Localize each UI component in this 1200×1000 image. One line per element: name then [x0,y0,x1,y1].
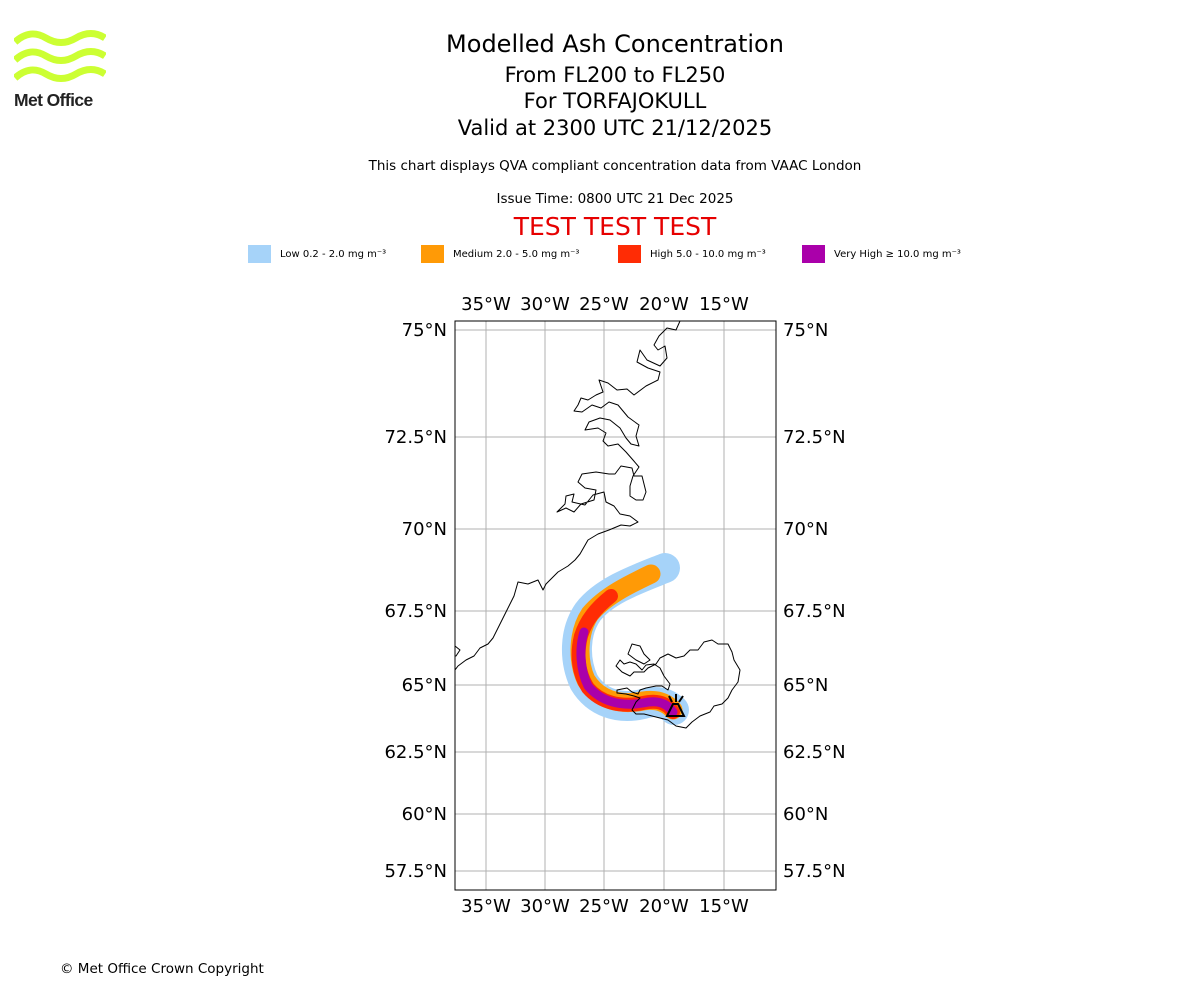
lon-labels-top: 35°W 30°W 25°W 20°W 15°W [461,294,749,315]
lat-labels-right: 75°N 72.5°N 70°N 67.5°N 65°N 62.5°N 60°N… [783,320,846,882]
copyright-footer: © Met Office Crown Copyright [60,961,264,977]
issue-time: Issue Time: 0800 UTC 21 Dec 2025 [496,191,734,207]
legend-label-low: Low 0.2 - 2.0 mg m⁻³ [280,248,387,260]
lon-label-25w-bottom: 25°W [579,896,629,917]
lat-label-57-5n-right: 57.5°N [783,861,846,882]
iceland-coast [615,639,741,729]
volcano-eruption-lines [668,694,684,703]
lon-label-30w-top: 30°W [520,294,570,315]
lat-label-65n-left: 65°N [402,675,447,696]
legend-label-medium: Medium 2.0 - 5.0 mg m⁻³ [453,248,580,260]
legend-swatch-high [618,245,641,263]
lon-label-35w-top: 35°W [461,294,511,315]
ash-plume-very-high [576,627,678,717]
legend-label-high: High 5.0 - 10.0 mg m⁻³ [650,248,766,260]
lat-label-72-5n-left: 72.5°N [384,427,447,448]
legend-item-very-high: Very High ≥ 10.0 mg m⁻³ [802,244,961,264]
ash-plume [561,553,689,725]
lat-label-72-5n-right: 72.5°N [783,427,846,448]
lat-label-65n-right: 65°N [783,675,828,696]
valid-time: Valid at 2300 UTC 21/12/2025 [457,116,773,140]
volcano-marker [665,694,686,717]
lon-label-20w-bottom: 20°W [639,896,689,917]
chart-title: Modelled Ash Concentration [446,30,784,58]
lat-label-67-5n-left: 67.5°N [384,601,447,622]
lon-label-15w-bottom: 15°W [699,896,749,917]
lon-label-15w-top: 15°W [699,294,749,315]
lat-label-57-5n-left: 57.5°N [384,861,447,882]
lon-label-25w-top: 25°W [579,294,629,315]
map-frame [454,320,777,891]
legend-item-high: High 5.0 - 10.0 mg m⁻³ [618,244,766,264]
lat-label-60n-right: 60°N [783,804,828,825]
lat-label-70n-left: 70°N [402,519,447,540]
met-office-waves-icon [14,30,106,82]
volcano-icon [665,703,686,717]
legend-item-low: Low 0.2 - 2.0 mg m⁻³ [248,244,386,264]
coastline [455,321,741,729]
lat-label-67-5n-right: 67.5°N [783,601,846,622]
iceland-fjord-detail [627,643,651,665]
lon-label-35w-bottom: 35°W [461,896,511,917]
lat-label-75n-right: 75°N [783,320,828,341]
lat-label-75n-left: 75°N [402,320,447,341]
lon-label-20w-top: 20°W [639,294,689,315]
legend-item-medium: Medium 2.0 - 5.0 mg m⁻³ [421,244,579,264]
legend-swatch-medium [421,245,444,263]
greenland-islet [455,645,461,657]
compliance-note: This chart displays QVA compliant concen… [368,158,862,174]
lat-label-70n-right: 70°N [783,519,828,540]
met-office-logo: Met Office [14,30,108,111]
legend-label-very-high: Very High ≥ 10.0 mg m⁻³ [834,248,961,260]
lat-label-62-5n-right: 62.5°N [783,742,846,763]
volcano-name: For TORFAJOKULL [523,89,707,113]
lon-labels-bottom: 35°W 30°W 25°W 20°W 15°W [461,896,749,917]
lat-label-60n-left: 60°N [402,804,447,825]
test-banner: TEST TEST TEST [513,212,717,241]
lat-labels-left: 75°N 72.5°N 70°N 67.5°N 65°N 62.5°N 60°N… [384,320,447,882]
lon-label-30w-bottom: 30°W [520,896,570,917]
lat-label-62-5n-left: 62.5°N [384,742,447,763]
legend-swatch-low [248,245,271,263]
flight-level-range: From FL200 to FL250 [504,63,726,87]
greenland-coast [455,321,681,671]
logo-wordmark: Met Office [14,90,93,110]
legend-swatch-very-high [802,245,825,263]
